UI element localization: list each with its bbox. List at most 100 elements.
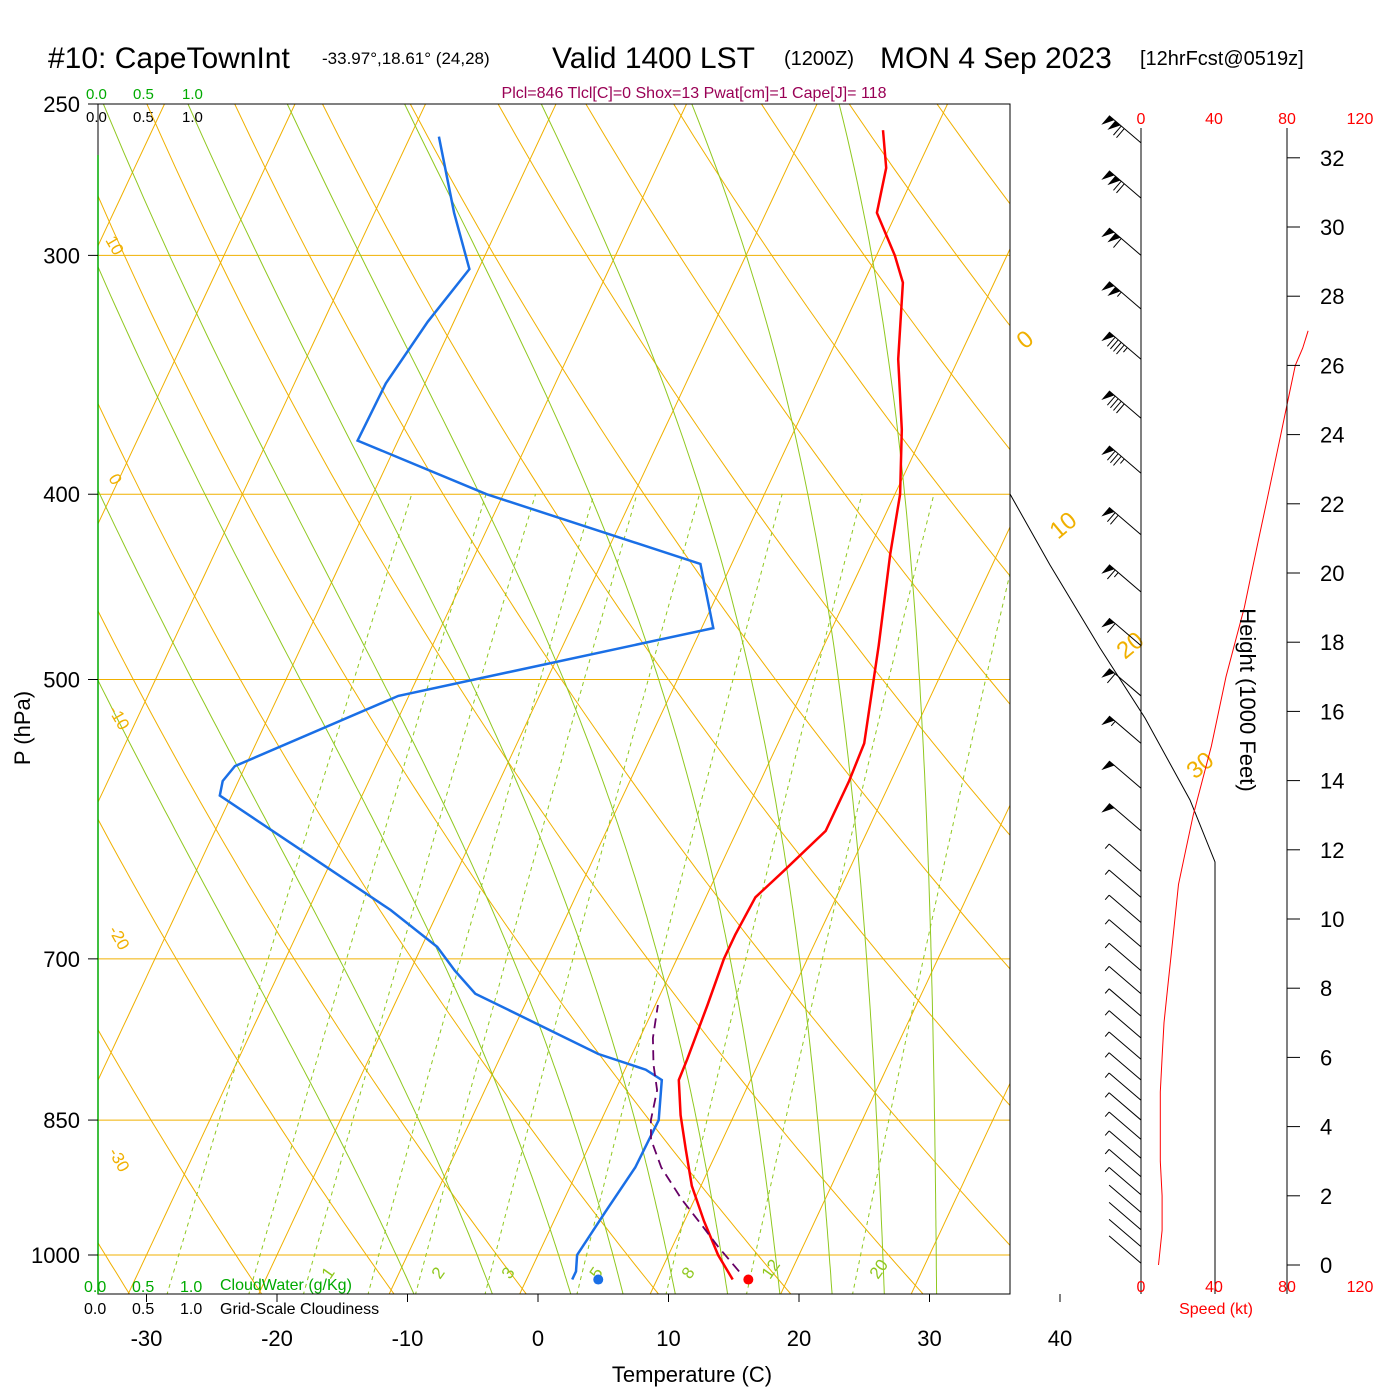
- speed-scale: 0 40 80 120 0 40 80 120 Speed (kt): [1137, 111, 1374, 1318]
- station-coords: -33.97°,18.61° (24,28): [322, 49, 490, 68]
- mixing-ratio-line: [415, 494, 638, 1294]
- temperature-axis: -30 -20 -10 0 10 20 30 40: [131, 1294, 1072, 1351]
- wind-barb-feather: [1106, 395, 1116, 406]
- wind-barb-half-feather: [1104, 1130, 1110, 1136]
- height-tick-label: 12: [1320, 838, 1344, 863]
- wind-barb-flag: [1101, 668, 1115, 678]
- wind-barb: [1101, 445, 1142, 474]
- speed-tick-bottom: 0: [1137, 1279, 1146, 1296]
- wind-barb-staff: [1108, 942, 1142, 972]
- isotherm-label: 20: [1112, 627, 1150, 665]
- wind-barb-staff: [1108, 869, 1142, 898]
- wind-barb-half-feather: [1104, 1092, 1110, 1098]
- station-title: #10: CapeTownInt: [48, 42, 290, 75]
- cloudwater-tick: 0.0: [84, 1279, 106, 1296]
- wind-barb-feather: [1113, 400, 1122, 411]
- x-tick-label: 0: [532, 1326, 544, 1351]
- zulu-time: (1200Z): [784, 48, 854, 70]
- wind-barb-flag: [1101, 716, 1115, 726]
- wind-barb-half-feather: [1104, 1052, 1110, 1058]
- moist-adiabat-line: [286, 104, 729, 1294]
- mixing-ratio-label: 8: [678, 1264, 699, 1283]
- cloudiness-label: Grid-Scale Cloudiness: [220, 1301, 379, 1318]
- wind-barb: [1108, 1184, 1142, 1213]
- wind-barb: [1104, 1130, 1142, 1159]
- wind-barb-half-feather: [1104, 843, 1110, 849]
- wind-barb-half-feather: [1104, 942, 1110, 949]
- height-tick-label: 18: [1320, 630, 1344, 655]
- wind-barb-flag: [1101, 618, 1115, 628]
- wind-barb-half-feather: [1104, 1111, 1110, 1117]
- dry-adiabat-line: [98, 194, 792, 1294]
- surface-dewpoint-dot: [593, 1274, 604, 1285]
- dry-adiabat-line: [848, 104, 1010, 327]
- speed-tick-top: 120: [1347, 111, 1374, 128]
- x-tick-label: 40: [1048, 1326, 1072, 1351]
- mixing-ratio-label: 20: [866, 1256, 892, 1282]
- wind-barb-feather: [1106, 623, 1116, 633]
- wind-barb-staff: [1108, 331, 1142, 360]
- wind-barb-feather: [1110, 339, 1119, 350]
- isotherm-label: 0: [1012, 325, 1040, 354]
- wind-barb: [1108, 1201, 1142, 1231]
- dry-adiabat-line: [673, 104, 1010, 577]
- mixing-ratio-line: [302, 494, 536, 1294]
- cloudwater-label: CloudWater (g/Kg): [220, 1277, 352, 1294]
- y-tick-label: 250: [43, 92, 80, 117]
- wind-barb-staff: [1108, 715, 1142, 744]
- height-tick-label: 24: [1320, 423, 1344, 448]
- wind-barbs: [1101, 115, 1142, 1264]
- speed-tick-top: 0: [1137, 111, 1146, 128]
- wind-barb-staff: [1108, 1218, 1142, 1248]
- wind-barb-staff: [1108, 803, 1142, 832]
- speed-tick-top: 80: [1278, 111, 1296, 128]
- wind-barb-staff: [1108, 843, 1142, 872]
- cloudiness-tick: 1.0: [182, 109, 203, 126]
- moist-adiabat-line: [691, 104, 885, 1294]
- cloudwater-tick: 1.0: [182, 86, 203, 103]
- wind-barb-half-feather: [1123, 347, 1128, 353]
- isotherm-line: [780, 804, 1010, 1294]
- wind-barb-feather: [1113, 180, 1122, 191]
- wind-barb: [1104, 1111, 1142, 1140]
- dry-adiabat-line: [1347, 70, 1400, 1295]
- diagram-background: [98, 70, 1400, 1295]
- wind-barb-staff: [1108, 1010, 1142, 1039]
- wind-barb-staff: [1108, 1201, 1142, 1231]
- height-tick-label: 0: [1320, 1253, 1332, 1278]
- isotherm-line: [1041, 70, 1400, 1295]
- wind-barb: [1101, 281, 1142, 310]
- wind-barb-feather: [1106, 512, 1116, 523]
- wind-barb-staff: [1108, 1184, 1142, 1213]
- wind-barb-half-feather: [1104, 869, 1110, 875]
- wind-barb-flag: [1107, 233, 1121, 243]
- wind-barb-staff: [1108, 564, 1142, 593]
- wind-barb-staff: [1108, 919, 1142, 948]
- wind-barb-half-feather: [1104, 988, 1110, 994]
- y-tick-label: 500: [43, 668, 80, 693]
- wind-barb-feather: [1116, 128, 1125, 139]
- moist-adiabat-line: [102, 104, 624, 1294]
- wind-barb: [1101, 331, 1142, 360]
- x-tick-label: -10: [392, 1326, 424, 1351]
- wind-barb-flag: [1101, 170, 1115, 180]
- dry-adiabat-line: [98, 402, 660, 1294]
- wind-barb-flag: [1101, 331, 1115, 342]
- height-tick-label: 26: [1320, 353, 1344, 378]
- cloudiness-tick: 0.5: [133, 109, 154, 126]
- wind-barb: [1108, 1218, 1142, 1248]
- dry-adiabat-line: [936, 104, 1010, 205]
- wind-barb-flag: [1101, 803, 1115, 813]
- height-tick-label: 10: [1320, 907, 1344, 932]
- height-tick-label: 28: [1320, 284, 1344, 309]
- isotherm-line: [127, 104, 688, 1294]
- moist-adiabat-line: [404, 104, 781, 1294]
- height-tick-label: 14: [1320, 769, 1344, 794]
- wind-barb-staff: [1108, 1031, 1142, 1060]
- wind-barb-staff: [1108, 988, 1142, 1017]
- wind-barb-feather: [1116, 344, 1125, 355]
- valid-time: Valid 1400 LST: [552, 42, 755, 75]
- y-tick-label: 700: [43, 947, 80, 972]
- dry-adiabat-line: [321, 104, 1010, 1107]
